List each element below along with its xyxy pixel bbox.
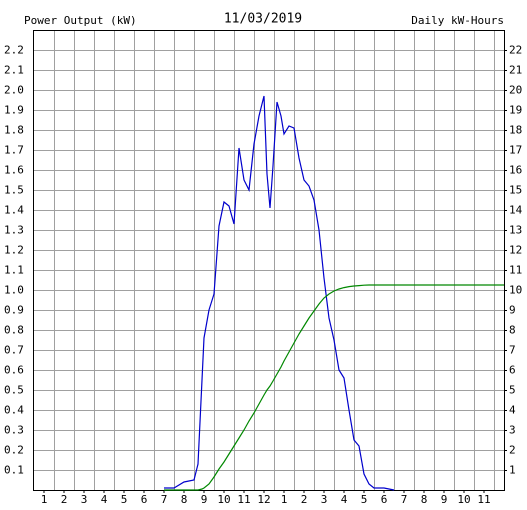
- x-tick-label: 5: [361, 493, 368, 506]
- x-tick-label: 4: [341, 493, 348, 506]
- y2-tick-label: 21: [509, 64, 522, 77]
- y2-tick-label: 14: [509, 204, 523, 217]
- y2-tick-label: 6: [509, 364, 516, 377]
- x-tick-label: 6: [141, 493, 148, 506]
- y2-tick-label: 8: [509, 324, 516, 337]
- y2-tick-label: 17: [509, 144, 522, 157]
- y-tick-label: 2.2: [4, 44, 24, 57]
- y2-tick-label: 18: [509, 124, 522, 137]
- x-tick-label: 5: [121, 493, 128, 506]
- x-tick-label: 1: [41, 493, 48, 506]
- y-tick-label: 0.3: [4, 424, 24, 437]
- x-tick-label: 4: [101, 493, 108, 506]
- y-tick-label: 0.9: [4, 304, 24, 317]
- y2-tick-label: 19: [509, 104, 522, 117]
- y2-tick-label: 1: [509, 464, 516, 477]
- y-tick-label: 1.0: [4, 284, 24, 297]
- y-tick-label: 1.5: [4, 184, 24, 197]
- y-tick-label: 1.2: [4, 244, 24, 257]
- x-tick-label: 8: [421, 493, 428, 506]
- y-tick-label: 0.7: [4, 344, 24, 357]
- x-tick-label: 11: [477, 493, 490, 506]
- y-tick-label: 1.1: [4, 264, 24, 277]
- y-axis-label: Power Output (kW): [24, 14, 137, 27]
- x-tick-label: 7: [161, 493, 168, 506]
- y-tick-label: 1.8: [4, 124, 24, 137]
- x-tick-label: 11: [237, 493, 250, 506]
- y-tick-label: 0.4: [4, 404, 24, 417]
- x-tick-label: 10: [457, 493, 470, 506]
- y-tick-label: 1.3: [4, 224, 24, 237]
- y2-tick-label: 13: [509, 224, 522, 237]
- x-tick-label: 6: [381, 493, 388, 506]
- x-tick-label: 9: [441, 493, 448, 506]
- y2-tick-label: 3: [509, 424, 516, 437]
- y2-tick-label: 22: [509, 44, 522, 57]
- x-tick-label: 2: [61, 493, 68, 506]
- y-tick-label: 2.0: [4, 84, 24, 97]
- x-tick-label: 12: [257, 493, 270, 506]
- y2-tick-label: 20: [509, 84, 522, 97]
- y2-tick-label: 9: [509, 304, 516, 317]
- x-tick-label: 3: [81, 493, 88, 506]
- y2-tick-label: 16: [509, 164, 522, 177]
- x-tick-label: 1: [281, 493, 288, 506]
- x-tick-label: 10: [217, 493, 230, 506]
- series-line: [164, 284, 504, 491]
- y2-tick-label: 2: [509, 444, 516, 457]
- x-tick-label: 7: [401, 493, 408, 506]
- y2-tick-label: 12: [509, 244, 522, 257]
- x-tick-label: 3: [321, 493, 328, 506]
- y2-tick-label: 11: [509, 264, 522, 277]
- y2-axis-label: Daily kW-Hours: [411, 14, 504, 27]
- y-tick-label: 2.1: [4, 64, 24, 77]
- y-tick-label: 0.5: [4, 384, 24, 397]
- x-tick-label: 9: [201, 493, 208, 506]
- plot-frame: [33, 30, 505, 491]
- y2-tick-label: 7: [509, 344, 516, 357]
- y-tick-label: 0.1: [4, 464, 24, 477]
- x-tick-label: 8: [181, 493, 188, 506]
- y2-tick-label: 15: [509, 184, 522, 197]
- y2-tick-label: 5: [509, 384, 516, 397]
- series-line: [164, 95, 395, 491]
- y-tick-label: 1.4: [4, 204, 24, 217]
- y-tick-label: 1.9: [4, 104, 24, 117]
- y-tick-label: 1.7: [4, 144, 24, 157]
- y2-tick-label: 10: [509, 284, 522, 297]
- y-tick-label: 0.8: [4, 324, 24, 337]
- y-tick-label: 0.2: [4, 444, 24, 457]
- y-tick-label: 1.6: [4, 164, 24, 177]
- y-tick-label: 0.6: [4, 364, 24, 377]
- x-tick-label: 2: [301, 493, 308, 506]
- chart-title: 11/03/2019: [224, 12, 302, 27]
- y2-tick-label: 4: [509, 404, 516, 417]
